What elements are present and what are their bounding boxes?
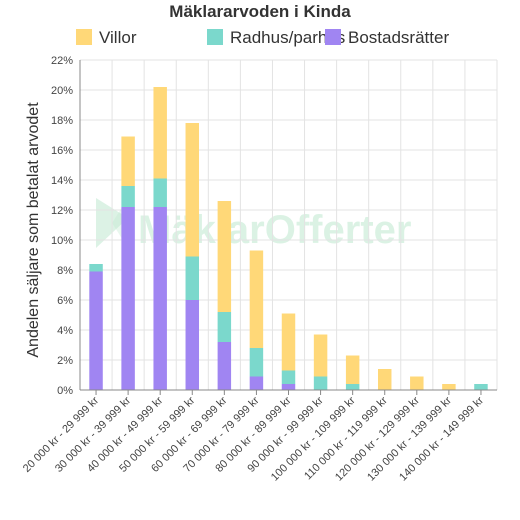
chart-title: Mäklararvoden i Kinda: [169, 2, 351, 21]
bar-segment: [89, 271, 103, 390]
y-tick-label: 2%: [57, 355, 73, 367]
bar-segment: [474, 384, 488, 390]
bar-segment: [217, 342, 232, 390]
bar-segment: [281, 313, 296, 371]
y-tick-label: 8%: [57, 265, 73, 277]
bar-segment: [410, 376, 424, 390]
legend-item[interactable]: Villor: [76, 28, 137, 47]
bar-segment: [121, 207, 135, 390]
y-tick-label: 16%: [51, 145, 73, 157]
bar-segment: [217, 312, 232, 342]
bar-segment: [121, 186, 135, 207]
legend-label: Villor: [99, 28, 137, 47]
y-tick-label: 20%: [51, 85, 73, 97]
legend: Villor Radhus/parhus Bostadsrätter: [76, 28, 449, 47]
bar-segment: [345, 384, 360, 390]
bar-segment: [281, 384, 296, 390]
legend-swatch: [76, 29, 92, 45]
bar-segment: [185, 256, 200, 300]
bar-segment: [313, 334, 328, 377]
legend-swatch: [207, 29, 223, 45]
bar-segment: [153, 178, 167, 207]
y-tick-label: 0%: [57, 385, 73, 397]
bar-segment: [89, 264, 103, 272]
bar-segment: [185, 123, 200, 257]
bar-segment: [249, 250, 264, 348]
bar-segment: [249, 376, 264, 390]
bars: [89, 87, 488, 390]
legend-label: Bostadsrätter: [348, 28, 449, 47]
y-axis-tick-labels: 0% 2% 4% 6% 8% 10% 12% 14% 16% 18% 20% 22%: [51, 55, 73, 397]
bar-segment: [313, 376, 328, 390]
bar-segment: [185, 300, 200, 390]
y-tick-label: 14%: [51, 175, 73, 187]
watermark-text: MäklarOfferter: [138, 208, 411, 252]
bar-segment: [217, 201, 232, 312]
bar-segment: [281, 370, 296, 384]
y-tick-label: 6%: [57, 295, 73, 307]
y-axis-title: Andelen säljare som betalat arvodet: [25, 102, 42, 358]
y-tick-label: 18%: [51, 115, 73, 127]
bar-segment: [153, 87, 167, 179]
y-tick-label: 10%: [51, 235, 73, 247]
bar-segment: [153, 207, 167, 390]
legend-item[interactable]: Bostadsrätter: [325, 28, 449, 47]
y-tick-label: 22%: [51, 55, 73, 67]
bar-segment: [249, 348, 264, 377]
legend-item[interactable]: Radhus/parhus: [207, 28, 345, 47]
bar-segment: [345, 355, 360, 384]
bar-segment: [121, 136, 135, 186]
bar-segment: [442, 384, 456, 390]
watermark: MäklarOfferter: [96, 198, 411, 252]
bar-segment: [377, 369, 392, 390]
legend-swatch: [325, 29, 341, 45]
legend-label: Radhus/parhus: [230, 28, 345, 47]
axes: [79, 60, 497, 395]
y-tick-label: 4%: [57, 325, 73, 337]
y-tick-label: 12%: [51, 205, 73, 217]
watermark-text-part2: Offerter: [265, 208, 412, 252]
